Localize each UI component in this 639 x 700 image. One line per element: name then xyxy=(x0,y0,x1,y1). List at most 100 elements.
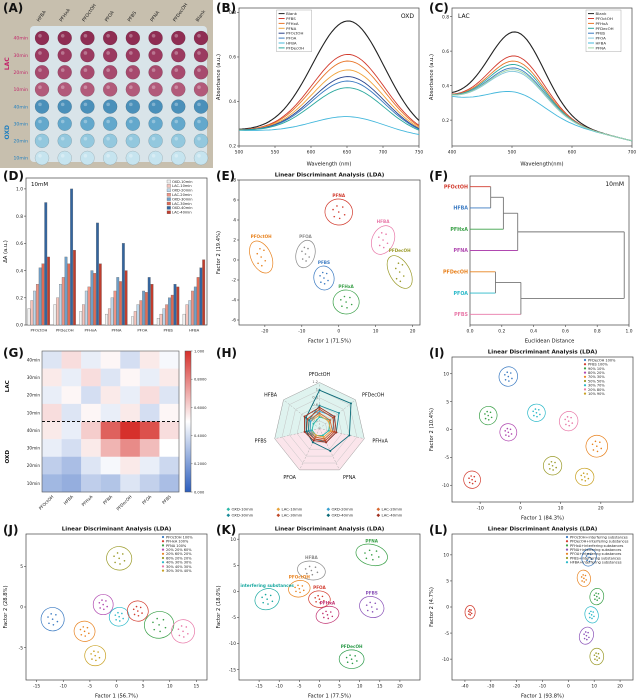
svg-text:-10: -10 xyxy=(477,506,484,512)
svg-text:-10: -10 xyxy=(60,684,67,690)
svg-text:400: 400 xyxy=(448,150,457,156)
svg-text:0.8: 0.8 xyxy=(312,395,318,399)
y-axis-label: Absorbance (a.u.) xyxy=(216,54,222,100)
svg-text:PFHxA: PFHxA xyxy=(596,21,609,26)
cluster-mixture xyxy=(581,548,597,567)
wellplate-photo: HFBA PFHxA PFOctOH PFOA PFBS PFNA PFDecOH Blank… xyxy=(0,0,213,168)
svg-text:-5: -5 xyxy=(445,631,450,637)
panel-f: (F) 0.0 0.2 0.4 0.6 0.8 1.0 Euclidean Distance… xyxy=(426,168,639,345)
svg-text:30min: 30min xyxy=(13,121,28,127)
svg-text:10: 10 xyxy=(167,684,173,690)
svg-text:0.2: 0.2 xyxy=(312,418,318,422)
svg-text:PFHxA: PFHxA xyxy=(450,227,468,233)
panel-g: (G) LAC 40min 30min 20min 10min OXD 40min 30min… xyxy=(0,345,213,522)
cluster-mixture xyxy=(542,456,563,476)
panel-c: (C) 400 500 600 700 0.2 0.4 0.6 0.8 Wavelength(n… xyxy=(426,0,639,168)
svg-text:0: 0 xyxy=(567,684,570,690)
legend-box xyxy=(585,9,622,52)
svg-text:PFHxA+interfering substances: PFHxA+interfering substances xyxy=(570,544,624,548)
bar-series-LAC-20min xyxy=(35,277,194,326)
annotation: 10mM xyxy=(605,181,624,188)
panel-c-label: (C) xyxy=(429,1,449,15)
svg-text:PFOA: PFOA xyxy=(299,234,312,239)
svg-text:0.8: 0.8 xyxy=(16,214,23,220)
svg-text:0.6: 0.6 xyxy=(562,329,569,335)
svg-text:LAC-10min: LAC-10min xyxy=(172,184,192,188)
svg-text:LAC-40min: LAC-40min xyxy=(172,211,192,215)
cluster-mixture xyxy=(527,403,546,422)
x-axis-label: Factor 1 (93.8%) xyxy=(521,694,564,700)
panel-d: (D) 0.0 0.2 0.4 0.6 0.8 1.0 ΔA (a.u.) PFOctOH PF… xyxy=(0,168,213,345)
svg-text:80% 20%: 80% 20% xyxy=(588,371,605,375)
svg-text:PFNA: PFNA xyxy=(596,45,606,50)
svg-text:5: 5 xyxy=(233,563,236,569)
x-axis-label: Factor 1 (77.5%) xyxy=(308,694,351,700)
series-PFOA xyxy=(239,80,420,131)
cluster-mixture xyxy=(498,366,518,387)
svg-text:PFOctOH: PFOctOH xyxy=(309,372,331,378)
svg-text:-15: -15 xyxy=(229,667,236,673)
svg-text:-10: -10 xyxy=(539,684,546,690)
svg-text:600: 600 xyxy=(568,150,577,156)
cluster-mixture xyxy=(126,600,149,622)
colorbar xyxy=(184,350,192,493)
svg-text:4: 4 xyxy=(233,218,236,224)
annotation: LAC xyxy=(458,13,470,20)
cluster-mixture xyxy=(578,626,594,645)
svg-text:10: 10 xyxy=(443,553,449,559)
svg-text:10% 90%: 10% 90% xyxy=(588,392,605,396)
svg-text:PFDecOH: PFDecOH xyxy=(56,328,74,333)
svg-text:0.8000: 0.8000 xyxy=(194,378,207,382)
svg-text:PFHxA: PFHxA xyxy=(81,494,94,507)
svg-text:OXD: OXD xyxy=(5,450,11,464)
svg-text:OXD-40min: OXD-40min xyxy=(332,513,354,518)
svg-text:OXD: OXD xyxy=(4,125,11,140)
svg-text:0.4: 0.4 xyxy=(229,99,236,105)
cluster-mixture xyxy=(584,606,599,624)
svg-text:0.6: 0.6 xyxy=(16,241,23,247)
plot-frame xyxy=(238,179,421,326)
radar-series-OXD-40min xyxy=(305,389,352,452)
svg-text:LAC: LAC xyxy=(4,57,11,70)
svg-text:OXD-30min: OXD-30min xyxy=(172,197,192,201)
series-Blank xyxy=(238,20,420,130)
svg-text:40min: 40min xyxy=(13,36,28,42)
bar-series-LAC-40min xyxy=(47,249,206,326)
svg-text:PFOctOH: PFOctOH xyxy=(596,16,613,21)
svg-text:0: 0 xyxy=(233,258,236,264)
svg-text:PFOA+interfering substances: PFOA+interfering substances xyxy=(570,552,622,556)
svg-text:10: 10 xyxy=(591,684,597,690)
y-axis-label: Factor 2 (19.4%) xyxy=(216,231,222,274)
svg-text:PFBS: PFBS xyxy=(164,328,174,333)
svg-text:PFOA: PFOA xyxy=(313,585,326,590)
series-PFNA xyxy=(238,69,420,131)
cluster-PFNA: PFNA xyxy=(324,193,353,226)
radar-series-LAC-40min xyxy=(303,406,338,444)
svg-text:PFBS: PFBS xyxy=(366,591,378,596)
svg-text:30min: 30min xyxy=(27,446,41,451)
svg-text:HFBA: HFBA xyxy=(63,494,75,506)
bar-series-OXD-30min xyxy=(38,256,197,326)
svg-text:PFOctOH+interfering substances: PFOctOH+interfering substances xyxy=(570,535,628,539)
svg-text:550: 550 xyxy=(271,150,280,156)
y-axis-label: Factor 2 (18.0%) xyxy=(216,585,222,628)
svg-text:0.2: 0.2 xyxy=(442,118,449,124)
svg-text:1.2: 1.2 xyxy=(312,380,318,384)
svg-text:PFOA: PFOA xyxy=(286,36,297,41)
svg-text:PFOA: PFOA xyxy=(596,36,607,41)
svg-text:60% 20% 20%: 60% 20% 20% xyxy=(166,556,192,560)
x-axis-label: Factor 1 (71.5%) xyxy=(308,339,351,345)
svg-text:0.0: 0.0 xyxy=(16,323,23,329)
svg-text:5: 5 xyxy=(338,684,341,690)
svg-text:PFBS: PFBS xyxy=(596,31,606,36)
svg-text:6: 6 xyxy=(233,198,236,204)
svg-text:PFHxA 100%: PFHxA 100% xyxy=(166,540,189,544)
svg-text:500: 500 xyxy=(508,150,517,156)
svg-text:700: 700 xyxy=(628,150,637,156)
svg-text:PFBS: PFBS xyxy=(454,312,468,318)
well-plate xyxy=(30,26,207,162)
svg-text:LAC-20min: LAC-20min xyxy=(382,507,403,512)
svg-text:PFOA: PFOA xyxy=(283,475,296,481)
svg-text:Blank: Blank xyxy=(286,11,298,16)
plot-frame xyxy=(238,7,420,147)
